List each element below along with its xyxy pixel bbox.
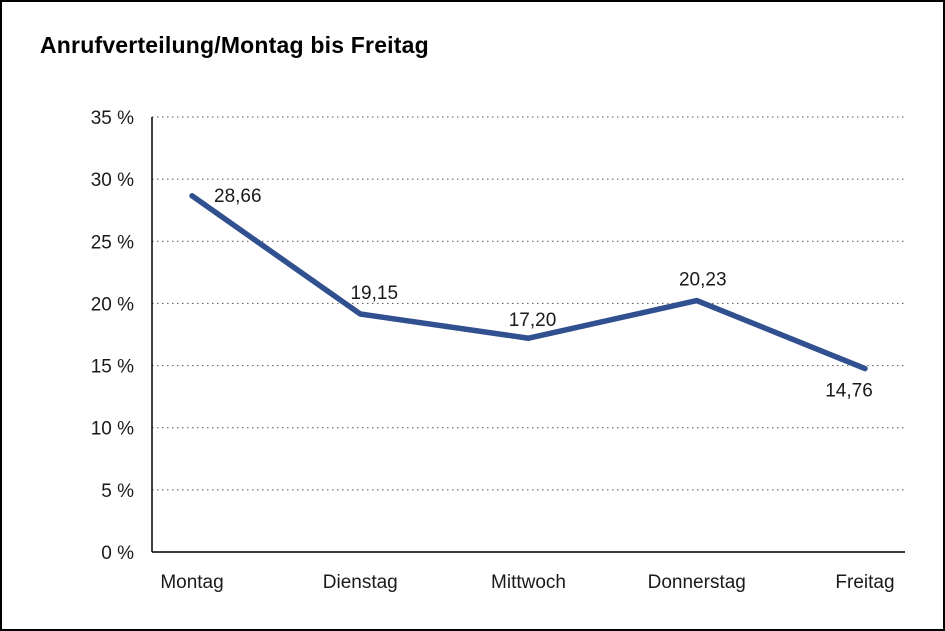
y-tick-label: 30 % <box>91 170 134 191</box>
data-label: 17,20 <box>509 310 557 331</box>
chart-title: Anrufverteilung/Montag bis Freitag <box>40 32 429 58</box>
data-label: 14,76 <box>825 381 873 402</box>
data-label: 28,66 <box>214 186 262 207</box>
x-category-label: Donnerstag <box>648 572 746 593</box>
data-label: 19,15 <box>350 283 398 304</box>
y-tick-label: 15 % <box>91 357 134 378</box>
y-tick-label: 20 % <box>91 294 134 315</box>
y-tick-label: 10 % <box>91 419 134 440</box>
x-category-label: Mittwoch <box>491 572 566 593</box>
x-category-label: Freitag <box>835 572 894 593</box>
data-label: 20,23 <box>679 270 727 291</box>
y-tick-label: 0 % <box>101 543 134 564</box>
y-tick-label: 35 % <box>91 108 134 129</box>
y-tick-label: 5 % <box>101 481 134 502</box>
y-tick-label: 25 % <box>91 232 134 253</box>
x-category-label: Dienstag <box>323 572 398 593</box>
data-line <box>189 193 868 372</box>
x-category-label: Montag <box>160 572 223 593</box>
